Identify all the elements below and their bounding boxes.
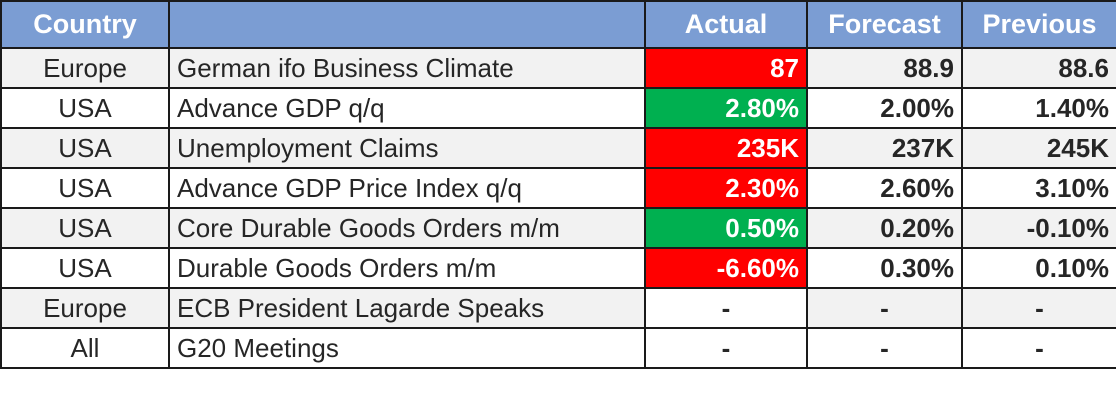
actual-cell: 2.80% bbox=[644, 87, 808, 129]
economic-calendar-table: Country Actual Forecast Previous Europe … bbox=[0, 0, 1116, 369]
event-cell: Advance GDP q/q bbox=[168, 87, 646, 129]
actual-cell: 0.50% bbox=[644, 207, 808, 249]
header-event bbox=[168, 0, 646, 49]
actual-cell: 235K bbox=[644, 127, 808, 169]
event-cell: Core Durable Goods Orders m/m bbox=[168, 207, 646, 249]
header-previous: Previous bbox=[961, 0, 1116, 49]
actual-cell: - bbox=[644, 327, 808, 369]
header-actual: Actual bbox=[644, 0, 808, 49]
forecast-cell: 237K bbox=[806, 127, 963, 169]
actual-cell: - bbox=[644, 287, 808, 329]
table-row: All G20 Meetings - - - bbox=[0, 327, 1116, 369]
actual-cell: -6.60% bbox=[644, 247, 808, 289]
header-country: Country bbox=[0, 0, 170, 49]
header-row: Country Actual Forecast Previous bbox=[0, 0, 1116, 49]
event-cell: ECB President Lagarde Speaks bbox=[168, 287, 646, 329]
country-cell: USA bbox=[0, 127, 170, 169]
country-cell: USA bbox=[0, 167, 170, 209]
table-row: Europe German ifo Business Climate 87 88… bbox=[0, 47, 1116, 89]
table-row: USA Advance GDP q/q 2.80% 2.00% 1.40% bbox=[0, 87, 1116, 129]
country-cell: Europe bbox=[0, 287, 170, 329]
table-row: USA Core Durable Goods Orders m/m 0.50% … bbox=[0, 207, 1116, 249]
previous-cell: - bbox=[961, 327, 1116, 369]
previous-cell: 0.10% bbox=[961, 247, 1116, 289]
country-cell: USA bbox=[0, 207, 170, 249]
event-cell: G20 Meetings bbox=[168, 327, 646, 369]
country-cell: Europe bbox=[0, 47, 170, 89]
forecast-cell: 0.20% bbox=[806, 207, 963, 249]
country-cell: USA bbox=[0, 87, 170, 129]
forecast-cell: 2.60% bbox=[806, 167, 963, 209]
previous-cell: 1.40% bbox=[961, 87, 1116, 129]
previous-cell: 88.6 bbox=[961, 47, 1116, 89]
actual-cell: 2.30% bbox=[644, 167, 808, 209]
actual-cell: 87 bbox=[644, 47, 808, 89]
event-cell: Unemployment Claims bbox=[168, 127, 646, 169]
forecast-cell: - bbox=[806, 287, 963, 329]
previous-cell: -0.10% bbox=[961, 207, 1116, 249]
previous-cell: 3.10% bbox=[961, 167, 1116, 209]
event-cell: Advance GDP Price Index q/q bbox=[168, 167, 646, 209]
country-cell: All bbox=[0, 327, 170, 369]
event-cell: Durable Goods Orders m/m bbox=[168, 247, 646, 289]
table-row: USA Unemployment Claims 235K 237K 245K bbox=[0, 127, 1116, 169]
table-row: Europe ECB President Lagarde Speaks - - … bbox=[0, 287, 1116, 329]
table-row: USA Advance GDP Price Index q/q 2.30% 2.… bbox=[0, 167, 1116, 209]
forecast-cell: - bbox=[806, 327, 963, 369]
forecast-cell: 0.30% bbox=[806, 247, 963, 289]
event-cell: German ifo Business Climate bbox=[168, 47, 646, 89]
previous-cell: 245K bbox=[961, 127, 1116, 169]
table-row: USA Durable Goods Orders m/m -6.60% 0.30… bbox=[0, 247, 1116, 289]
country-cell: USA bbox=[0, 247, 170, 289]
forecast-cell: 2.00% bbox=[806, 87, 963, 129]
previous-cell: - bbox=[961, 287, 1116, 329]
header-forecast: Forecast bbox=[806, 0, 963, 49]
forecast-cell: 88.9 bbox=[806, 47, 963, 89]
